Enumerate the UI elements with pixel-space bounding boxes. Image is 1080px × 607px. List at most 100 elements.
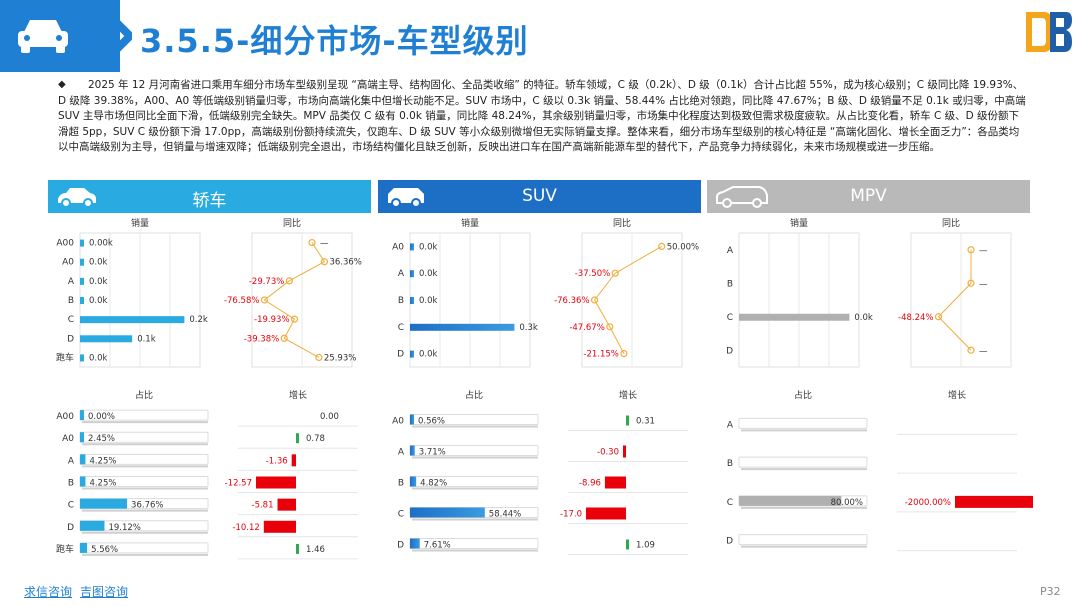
panel-header-suv: SUV (378, 180, 701, 213)
sales-bar (410, 350, 414, 358)
sales-data-label: 0.0k (89, 258, 108, 268)
subchart-title-growth: 增长 (619, 389, 637, 401)
sales-bar (80, 239, 84, 247)
category-label: D (726, 537, 733, 547)
yoy-line (593, 245, 662, 354)
subchart-title-sales: 销量 (790, 217, 808, 229)
category-label: A (727, 246, 734, 256)
sales-bar (80, 316, 185, 324)
growth-bar-positive (296, 543, 299, 554)
yoy-data-label: -37.50% (575, 269, 610, 279)
panel-title-sedan: 轿车 (192, 191, 227, 211)
category-label: A0 (392, 242, 404, 252)
share-data-label: 0.00% (88, 412, 115, 422)
category-label: B (398, 479, 404, 489)
share-data-label: 7.61% (424, 541, 451, 551)
subchart-title-sales: 销量 (131, 217, 149, 229)
category-label: C (68, 315, 74, 325)
share-data-label: 80.00% (831, 498, 863, 508)
growth-data-label: -12.57 (225, 479, 252, 489)
category-label: A (727, 420, 734, 430)
category-label: A0 (392, 417, 404, 427)
growth-bar-negative (263, 520, 296, 533)
share-bar (80, 520, 105, 531)
footer-link-1[interactable]: 求信咨询 (24, 585, 73, 599)
yoy-data-label: — (979, 346, 988, 356)
category-label: C (727, 498, 733, 508)
growth-data-label: 0.78 (306, 434, 325, 444)
yoy-data-label: -19.93% (254, 315, 289, 325)
category-label: A0 (62, 434, 74, 444)
subchart-title-yoy: 同比 (613, 217, 631, 229)
share-data-label: 3.71% (419, 448, 446, 458)
sales-data-label: 0.0k (419, 242, 438, 252)
category-label: B (398, 296, 404, 306)
growth-data-label: 1.09 (636, 541, 655, 551)
yoy-data-label: 36.36% (329, 258, 361, 268)
growth-bar-negative (586, 507, 626, 520)
category-label: A0 (62, 258, 74, 268)
panel-title-suv: SUV (522, 186, 557, 206)
category-label: B (727, 459, 733, 469)
sales-bar (410, 323, 515, 331)
growth-bar-negative (291, 454, 296, 467)
share-data-label: 4.25% (89, 479, 116, 489)
mpv-icon (716, 186, 768, 208)
yoy-data-label: 25.93% (324, 353, 356, 363)
category-label: C (68, 501, 74, 511)
share-data-label: 5.56% (91, 545, 118, 555)
subchart-title-growth: 增长 (948, 389, 966, 401)
category-label: D (397, 541, 404, 551)
category-label: A (398, 269, 405, 279)
sales-bar (80, 297, 84, 304)
share-bar (410, 414, 414, 425)
footer-link-2[interactable]: 吉图咨询 (80, 585, 129, 599)
panel-header-mpv: MPV (707, 180, 1030, 213)
growth-data-label: -0.30 (597, 448, 619, 458)
category-label: A (68, 277, 75, 287)
category-label: D (397, 350, 404, 360)
category-label: D (726, 346, 733, 356)
share-data-label: 4.82% (420, 479, 447, 489)
growth-bar-negative (277, 498, 296, 511)
sales-bar (410, 243, 414, 251)
yoy-data-label: — (979, 279, 988, 289)
yoy-data-label: — (320, 239, 329, 249)
subchart-title-yoy: 同比 (283, 217, 301, 229)
share-data-label: 58.44% (489, 510, 521, 520)
share-bar (80, 498, 128, 509)
subchart-title-sales: 销量 (461, 217, 479, 229)
page-title: 3.5.5-细分市场-车型级别 (140, 22, 529, 60)
share-data-label: 0.56% (418, 417, 445, 427)
summary-text: 2025 年 12 月河南省进口乘用车细分市场车型级别呈现 “高端主导、结构固化… (58, 79, 1026, 154)
car-icon (18, 20, 68, 53)
header-chevron-outline (92, 0, 132, 72)
sales-bar (739, 313, 850, 321)
share-bar (410, 476, 417, 487)
growth-data-label: 0.31 (636, 417, 655, 427)
sales-data-label: 0.0k (419, 296, 438, 306)
yoy-data-label: -29.73% (249, 277, 284, 287)
yoy-data-label: -76.58% (224, 296, 259, 306)
sales-data-label: 0.0k (89, 296, 108, 306)
share-bar (80, 410, 84, 421)
yoy-data-label: 50.00% (667, 242, 699, 252)
subchart-title-share: 占比 (465, 389, 483, 401)
share-data-label: 19.12% (108, 523, 140, 533)
sales-bar (80, 335, 133, 343)
sedan-icon (58, 188, 96, 208)
category-label: C (727, 313, 733, 323)
category-label: C (398, 510, 404, 520)
category-label: D (67, 523, 74, 533)
growth-data-label: 1.46 (306, 545, 325, 555)
share-bar (80, 542, 88, 553)
sales-bar (80, 277, 84, 285)
growth-bar-negative (256, 476, 296, 489)
share-bar (80, 476, 86, 487)
suv-icon (388, 188, 424, 208)
growth-bar-negative (955, 495, 1033, 508)
category-label: B (68, 479, 74, 489)
yoy-data-label: -48.24% (898, 313, 933, 323)
yoy-data-label: -39.38% (244, 334, 279, 344)
sales-bar (410, 270, 414, 278)
